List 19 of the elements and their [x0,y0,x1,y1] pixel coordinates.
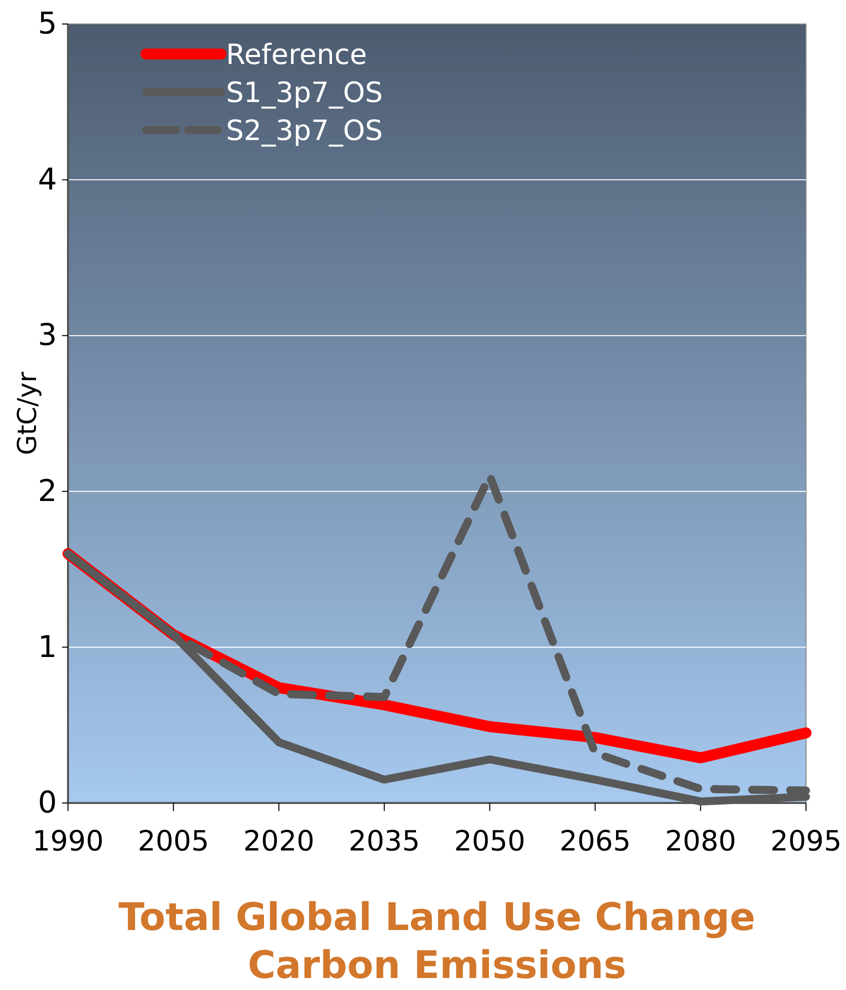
y-tick-label: 5 [38,6,57,42]
legend-label: Reference [226,38,367,71]
x-tick-label: 2020 [243,824,314,858]
x-tick-label: 1990 [32,824,104,858]
x-tick-label: 2005 [138,824,210,858]
legend-label: S2_3p7_OS [226,114,383,147]
x-tick-label: 2050 [454,824,526,858]
y-tick-label: 4 [38,162,57,198]
x-tick-label: 2035 [348,824,420,858]
y-tick-label: 0 [38,786,57,821]
text: Total Global Land Use Change Carbon Emissions [118,895,756,987]
y-axis-title: GtC/yr [13,372,43,456]
legend-label: S1_3p7_OS [226,76,383,109]
x-tick-label: 2080 [664,824,736,858]
y-tick-label: 2 [38,474,57,509]
x-tick-label: 2065 [560,824,631,858]
x-tick-label: 2095 [770,824,842,858]
y-tick-label: 3 [38,318,57,354]
y-tick-label: 1 [38,630,57,665]
